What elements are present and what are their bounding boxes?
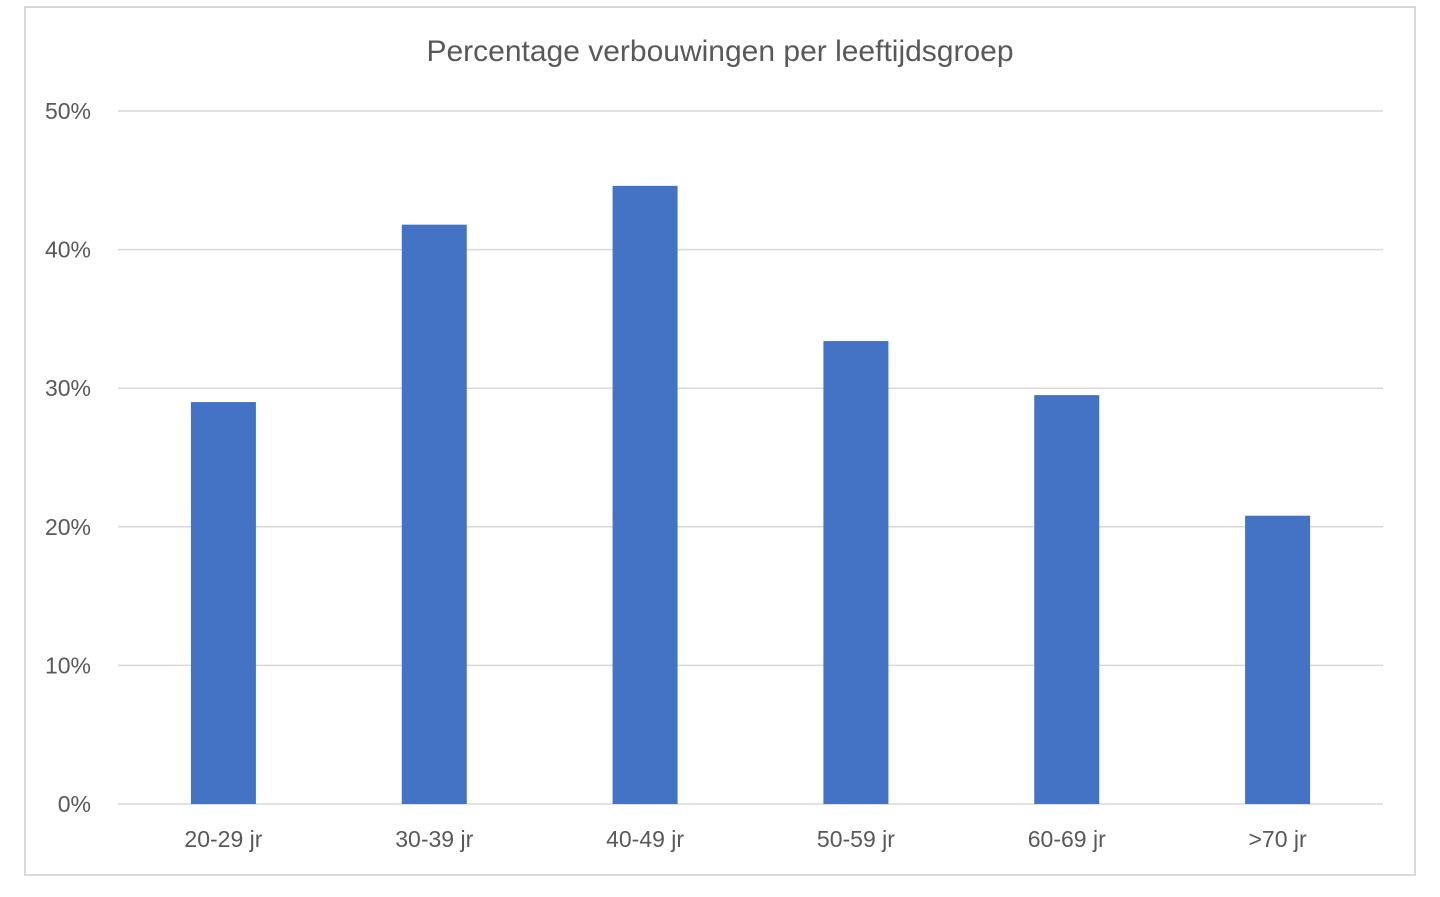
y-tick-label: 40% [45, 237, 91, 263]
y-tick-label: 0% [58, 791, 91, 817]
y-tick-label: 50% [45, 98, 91, 124]
gridlines [118, 110, 1383, 805]
y-axis-tick-labels: 0% 10% 20% 30% 40% 50% [45, 98, 91, 817]
bar [1245, 515, 1311, 804]
bar [1034, 395, 1100, 804]
bar [823, 341, 889, 804]
x-tick-label: 20-29 jr [184, 826, 262, 852]
y-tick-label: 10% [45, 652, 91, 678]
x-tick-label: 50-59 jr [817, 826, 895, 852]
bar [190, 402, 256, 804]
x-tick-label: 60-69 jr [1028, 826, 1106, 852]
x-tick-label: 40-49 jr [606, 826, 684, 852]
bar [401, 224, 467, 805]
x-tick-label: 30-39 jr [395, 826, 473, 852]
chart-frame [24, 6, 1416, 876]
chart-title: Percentage verbouwingen per leeftijdsgro… [426, 35, 1013, 68]
bar [612, 185, 678, 804]
x-axis-tick-labels: 20-29 jr 30-39 jr 40-49 jr 50-59 jr 60-69 jr… [184, 826, 1307, 852]
x-tick-label: >70 jr [1248, 826, 1307, 852]
y-tick-label: 20% [45, 514, 91, 540]
bars [190, 185, 1311, 805]
y-tick-label: 30% [45, 375, 91, 401]
